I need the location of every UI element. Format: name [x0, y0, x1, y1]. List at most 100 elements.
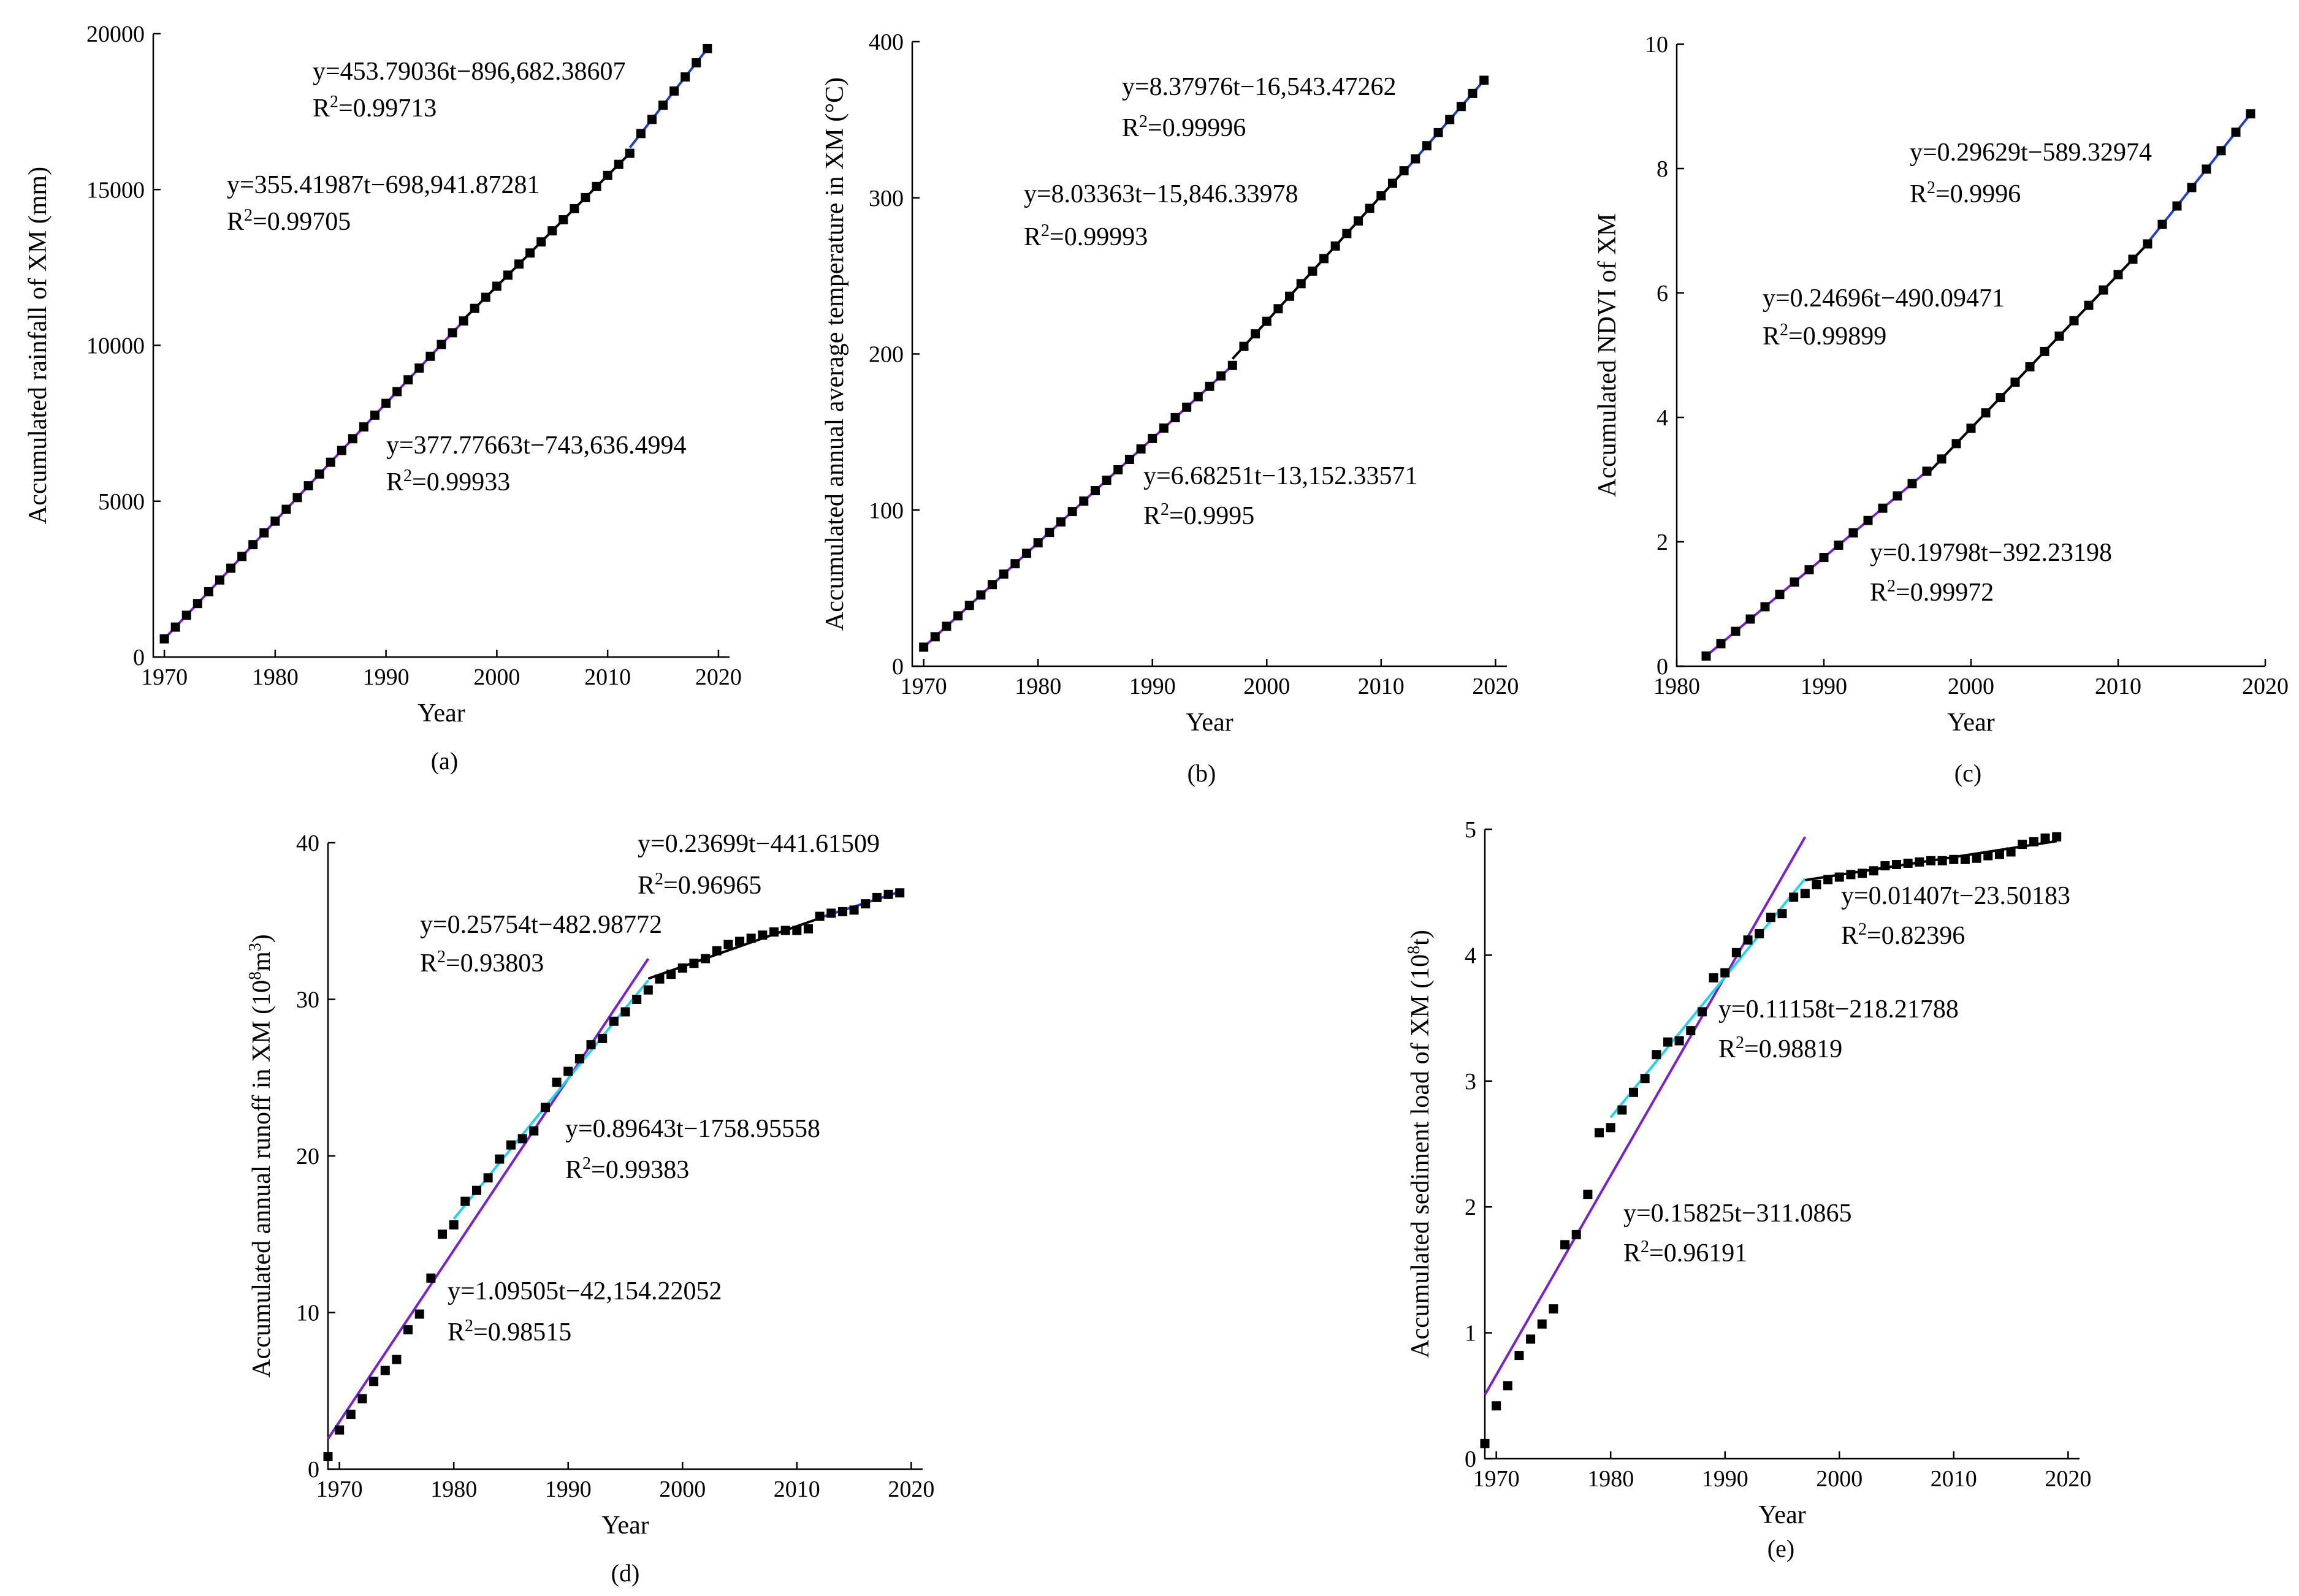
data-point-e-1988: [1697, 1007, 1707, 1017]
data-point-d-1989: [552, 1077, 562, 1087]
data-point-e-2011: [1960, 854, 1970, 864]
y-tick-label-d-0: 0: [308, 1457, 319, 1483]
data-point-d-2015: [849, 905, 859, 915]
y-tick-label-d-10: 10: [296, 1301, 319, 1326]
x-tick-label-e-2010: 2010: [1931, 1466, 1977, 1492]
equation-fit-1969-1997-e: y=0.15825t−311.0865: [1623, 1199, 1851, 1228]
data-point-b-1994: [1193, 392, 1203, 401]
data-point-a-2001: [503, 270, 513, 280]
caption-d: (d): [611, 1559, 640, 1587]
x-tick-label-b-2020: 2020: [1472, 674, 1519, 699]
r2-fit-2012-2019-b: R2=0.99996: [1122, 112, 1246, 143]
data-point-a-2015: [658, 101, 668, 110]
r2-fit-1997-2019-e: R2=0.82396: [1841, 920, 1965, 951]
data-point-b-1971: [930, 632, 940, 642]
data-point-b-2010: [1376, 191, 1386, 201]
y-tick-label-b-100: 100: [869, 498, 904, 523]
data-point-a-1994: [425, 351, 435, 361]
data-point-a-1984: [315, 469, 324, 479]
data-point-d-1997: [643, 985, 653, 995]
r2-fit-1997-2012-b: R2=0.99993: [1024, 221, 1148, 252]
data-point-d-2019: [895, 888, 905, 898]
data-point-e-1994: [1766, 913, 1775, 922]
data-point-a-1983: [303, 481, 313, 491]
x-tick-label-c-1990: 1990: [1801, 674, 1847, 699]
data-point-c-1995: [1893, 491, 1902, 501]
data-point-e-1982: [1629, 1087, 1638, 1097]
y-tick-label-c-4: 4: [1657, 405, 1668, 431]
data-point-c-2004: [2025, 362, 2035, 371]
data-point-e-2012: [1972, 853, 1981, 863]
data-point-b-2005: [1319, 254, 1329, 264]
data-point-c-1984: [1731, 626, 1740, 636]
r2-fit-1969-1997-d: R2=0.98515: [448, 1317, 571, 1347]
data-point-d-1998: [655, 974, 665, 984]
data-point-d-2013: [826, 908, 836, 918]
data-point-b-2001: [1273, 304, 1283, 314]
data-point-b-2009: [1365, 203, 1374, 213]
data-point-d-1969: [323, 1452, 333, 1462]
data-point-d-1974: [380, 1366, 390, 1375]
data-point-e-1990: [1720, 968, 1730, 978]
data-point-b-1985: [1090, 486, 1100, 496]
y-tick-label-b-200: 200: [869, 342, 904, 368]
equation-fit-1997-2012-a: y=355.41987t−698,941.87281: [227, 171, 540, 199]
equation-fit-1997-2012-c: y=0.24696t−490.09471: [1763, 284, 2005, 313]
data-point-b-1992: [1170, 412, 1180, 422]
data-point-b-2004: [1308, 266, 1317, 276]
axes-e: [1484, 829, 2080, 1460]
data-point-a-2002: [514, 259, 524, 269]
data-point-a-2000: [492, 281, 501, 291]
data-point-a-2019: [703, 44, 712, 53]
data-point-a-1992: [403, 375, 413, 385]
data-point-e-1996: [1789, 892, 1799, 902]
data-point-e-1974: [1537, 1319, 1547, 1329]
data-point-c-1989: [1804, 565, 1814, 575]
x-tick-label-a-2020: 2020: [695, 664, 742, 690]
fit-1970-1997-b: [923, 364, 1233, 648]
data-point-b-1972: [942, 621, 951, 631]
caption-c: (c): [1954, 759, 1981, 787]
data-point-a-2005: [547, 226, 557, 236]
data-point-b-2017: [1456, 102, 1466, 112]
data-point-e-2008: [1926, 856, 1935, 865]
data-point-d-2003: [712, 946, 722, 956]
data-point-e-1973: [1526, 1334, 1536, 1344]
data-point-b-1977: [999, 569, 1008, 579]
data-point-c-1982: [1701, 651, 1711, 661]
x-tick-label-a-2000: 2000: [473, 664, 520, 690]
data-point-e-1986: [1674, 1036, 1684, 1046]
data-point-e-1998: [1812, 880, 1821, 889]
data-point-c-2011: [2128, 254, 2138, 264]
data-point-a-1982: [292, 493, 302, 503]
data-point-c-1992: [1848, 528, 1858, 538]
data-point-e-1987: [1686, 1026, 1696, 1036]
data-point-d-1987: [529, 1126, 539, 1136]
x-tick-label-d-1970: 1970: [316, 1476, 363, 1502]
data-point-d-1979: [438, 1229, 448, 1239]
data-point-b-2013: [1411, 154, 1420, 164]
equation-fit-1997-2019-e: y=0.01407t−23.50183: [1841, 882, 2070, 910]
data-point-d-1982: [472, 1185, 481, 1195]
data-point-d-1988: [540, 1103, 550, 1112]
data-point-a-1975: [215, 575, 224, 585]
x-axis-label-d: Year: [601, 1511, 649, 1540]
data-point-e-2009: [1937, 856, 1947, 865]
data-point-a-1998: [470, 303, 479, 313]
data-point-d-2014: [837, 906, 847, 916]
data-point-d-1976: [403, 1325, 413, 1335]
data-point-a-1977: [237, 552, 247, 561]
data-point-d-1992: [586, 1040, 596, 1050]
r2-fit-1970-1997-a: R2=0.99933: [386, 466, 510, 497]
y-tick-label-a-20000: 20000: [86, 21, 145, 47]
data-point-e-1991: [1731, 948, 1741, 957]
data-point-c-1999: [1951, 439, 1961, 449]
data-point-e-1984: [1652, 1050, 1661, 1060]
data-point-c-2008: [2084, 300, 2094, 310]
data-point-b-2000: [1262, 316, 1272, 326]
data-point-d-1985: [506, 1140, 516, 1150]
data-point-e-1971: [1503, 1381, 1512, 1391]
equation-fit-1980-1997-d: y=0.89643t−1758.95558: [565, 1115, 820, 1143]
data-point-b-2006: [1330, 241, 1340, 251]
data-point-a-2004: [536, 237, 546, 247]
